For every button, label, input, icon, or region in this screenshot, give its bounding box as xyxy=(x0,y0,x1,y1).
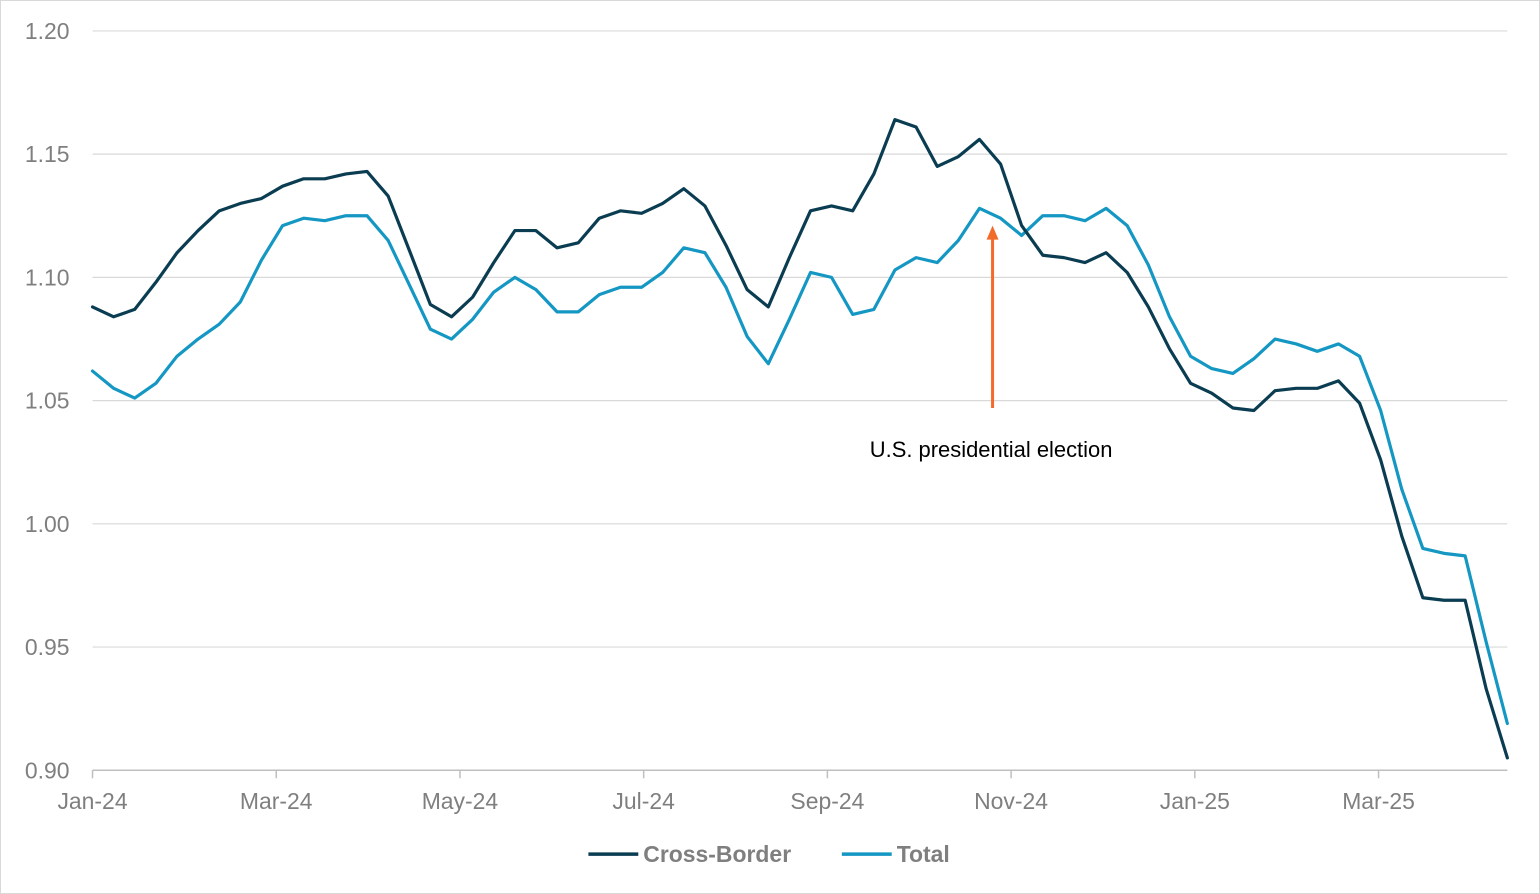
series-cross-border-line xyxy=(90,118,1509,760)
annotation-arrow-head-icon xyxy=(986,225,999,240)
y-tick-label: 0.90 xyxy=(25,757,70,783)
y-tick-label: 1.15 xyxy=(25,141,70,167)
x-axis: Jan-24 Mar-24 May-24 Jul-24 Sep-24 Nov-24 Jan-… xyxy=(57,769,1508,814)
series-total-line xyxy=(90,206,1509,726)
legend-item-total: Total xyxy=(841,841,950,867)
legend-item-cross-border: Cross-Border xyxy=(588,841,791,867)
annotation-label: U.S. presidential election xyxy=(870,437,1113,462)
x-tick-label: Nov-24 xyxy=(974,788,1048,814)
legend: Cross-Border Total xyxy=(588,841,950,867)
y-tick-label: 1.10 xyxy=(25,264,70,290)
y-axis: 0.90 0.95 1.00 1.05 1.10 1.15 1.20 xyxy=(25,18,70,783)
x-tick-label: May-24 xyxy=(422,788,499,814)
gridlines xyxy=(92,30,1508,648)
x-tick-label: Mar-25 xyxy=(1342,788,1415,814)
y-tick-label: 0.95 xyxy=(25,634,70,660)
y-tick-label: 1.20 xyxy=(25,18,70,44)
x-tick-label: Jul-24 xyxy=(612,788,675,814)
y-tick-label: 1.05 xyxy=(25,388,70,414)
legend-label-total: Total xyxy=(897,841,950,867)
annotation: U.S. presidential election xyxy=(870,225,1113,462)
series-layer xyxy=(90,118,1509,760)
legend-label-cross-border: Cross-Border xyxy=(643,841,791,867)
x-tick-label: Mar-24 xyxy=(240,788,313,814)
x-tick-label: Jan-25 xyxy=(1160,788,1230,814)
y-tick-label: 1.00 xyxy=(25,511,70,537)
x-tick-label: Sep-24 xyxy=(790,788,864,814)
x-tick-label: Jan-24 xyxy=(57,788,127,814)
